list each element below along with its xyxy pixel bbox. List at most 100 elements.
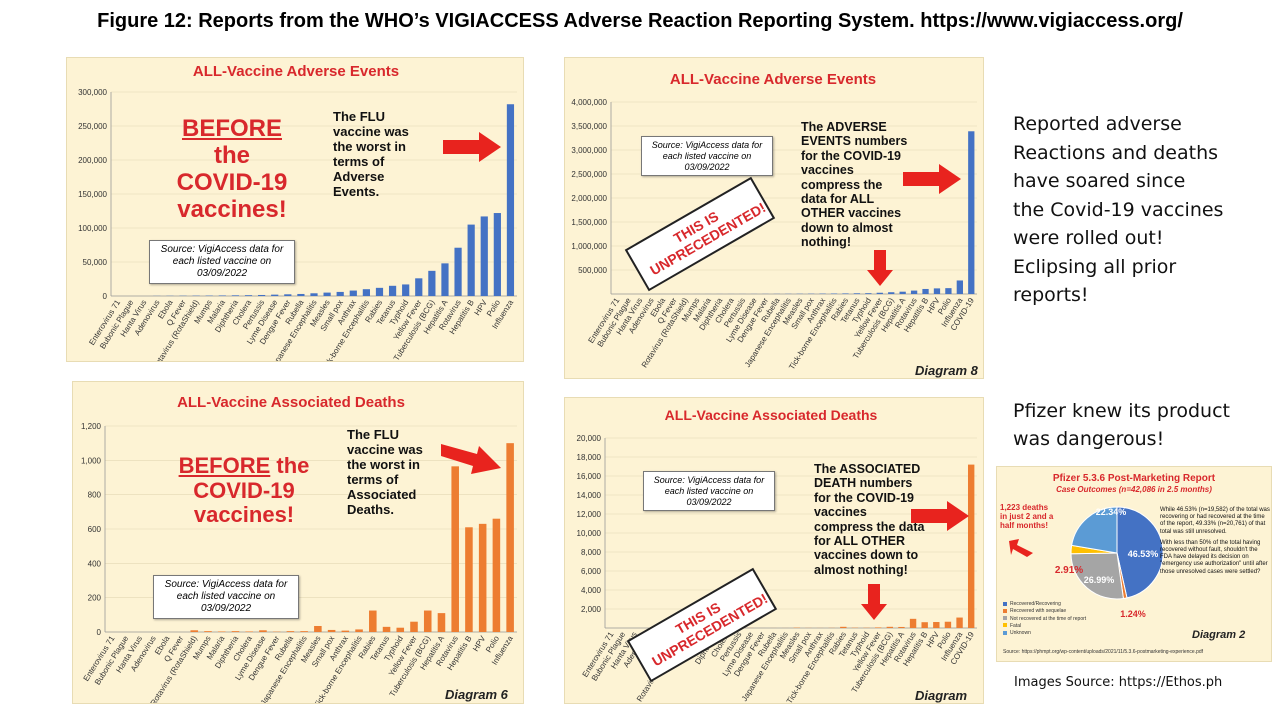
bar — [478, 523, 487, 632]
bar — [259, 630, 267, 632]
note-line: down to almost — [801, 220, 893, 235]
bar — [428, 270, 436, 296]
y-tick-label: 100,000 — [78, 224, 107, 233]
note-line: Adverse — [333, 168, 385, 184]
side-line: Pfizer knew its product — [1013, 400, 1230, 422]
bar — [909, 618, 917, 628]
y-tick-label: 500,000 — [578, 266, 607, 275]
source-line: each listed vaccine on — [172, 256, 272, 267]
bar — [886, 626, 894, 628]
bar — [441, 263, 449, 296]
chart-panel-adverse-covid: ALL-Vaccine Adverse Events 500,000 1,000,0… — [564, 57, 984, 379]
adverse-events-covid-chart: ALL-Vaccine Adverse Events 500,000 1,000,0… — [571, 71, 977, 371]
flu-note: The FLU vaccine was the worst in terms o… — [333, 109, 443, 200]
y-tick-label: 1,000,000 — [571, 242, 607, 251]
y-tick-label: 400 — [88, 559, 102, 568]
bar — [480, 216, 488, 296]
side-line: Reported adverse — [1013, 113, 1182, 135]
red-arrow-icon — [441, 444, 501, 474]
chart-title: ALL-Vaccine Associated Deaths — [665, 407, 878, 423]
pfizer-source-url: Source: https://phmpt.org/wp-content/upl… — [1003, 649, 1204, 655]
note-line: The ASSOCIATED — [814, 462, 921, 476]
legend-item: Recovered/Recovering — [1003, 601, 1086, 608]
covid-adverse-note: The ADVERSE EVENTS numbers for the COVID… — [801, 120, 923, 249]
bar — [451, 466, 459, 632]
bar — [899, 291, 906, 294]
side-line: was dangerous! — [1013, 427, 1165, 450]
pie-legend: Recovered/Recovering Recovered with sequ… — [1003, 601, 1086, 637]
bar — [245, 631, 253, 632]
note-line: Deaths. — [347, 501, 394, 517]
bar — [933, 622, 940, 628]
pfizer-title: Pfizer 5.3.6 Post-Marketing Report — [1052, 473, 1216, 484]
bar — [204, 631, 212, 632]
pfizer-commentary: Pfizer knew its product was dangerous! — [1013, 398, 1275, 453]
source-line: Source: VigiAccess data for — [651, 140, 763, 150]
before-word: BEFORE — [178, 453, 271, 478]
note-line: vaccines — [801, 163, 854, 178]
y-tick-label: 600 — [88, 525, 102, 534]
bar — [415, 278, 423, 296]
bar — [218, 295, 226, 296]
bar — [258, 294, 266, 296]
bar — [945, 288, 952, 294]
bar — [968, 131, 975, 294]
note-line: terms of — [347, 471, 399, 487]
note-line: nothing! — [801, 235, 851, 249]
note-line: the worst in — [333, 138, 406, 154]
bar — [910, 290, 918, 294]
y-tick-label: 2,500,000 — [571, 170, 607, 179]
legend-label: Not recovered at the time of report — [1010, 615, 1087, 622]
side-line: were rolled out! — [1013, 227, 1164, 249]
diagram-label: Diagram 10 — [915, 688, 968, 703]
adverse-events-chart: ALL-Vaccine Adverse Events 0 50,000 100,000… — [78, 63, 517, 361]
y-tick-label: 2,000,000 — [571, 194, 607, 203]
legend-swatch — [1003, 623, 1007, 628]
bar — [493, 213, 501, 296]
bar — [922, 288, 929, 294]
side-commentary: Reported adverse Reactions and deaths ha… — [1013, 110, 1275, 310]
bar — [437, 613, 446, 632]
side-line: reports! — [1013, 284, 1089, 306]
figure-title: Figure 12: Reports from the WHO’s VIGIAC… — [97, 10, 1183, 32]
bar — [396, 627, 405, 632]
bar — [454, 247, 462, 296]
bar — [492, 518, 501, 632]
bar — [840, 626, 847, 628]
note-line: for the COVID-19 — [801, 148, 902, 163]
pfizer-deaths-note: 1,223 deaths in just 2 and a half months… — [1000, 503, 1070, 531]
note-line: the worst in — [347, 456, 420, 472]
source-line: 03/09/2022 — [200, 603, 252, 614]
diagram-label: Diagram 8 — [915, 363, 978, 378]
y-tick-label: 10,000 — [577, 529, 602, 538]
pie-slice — [1071, 506, 1118, 554]
bar — [349, 290, 357, 296]
y-tick-label: 2,000 — [581, 605, 602, 614]
bar — [465, 527, 473, 632]
pie-value-label: 46.53% — [1128, 549, 1159, 559]
source-box: Source: VigiAccess data for each listed … — [149, 240, 295, 284]
before-line-2: the — [214, 141, 250, 169]
note-line: EVENTS numbers — [801, 134, 908, 149]
y-tick-label: 18,000 — [577, 453, 602, 462]
chart-panel-adverse-before: ALL-Vaccine Adverse Events 0 50,000 100,000… — [66, 57, 524, 362]
note-line: OTHER vaccines — [801, 206, 902, 221]
note-line: terms of — [333, 153, 385, 169]
y-tick-label: 4,000,000 — [571, 98, 607, 107]
bar — [362, 289, 370, 296]
red-arrow-icon — [443, 132, 501, 162]
bar — [842, 293, 849, 294]
associated-deaths-chart: ALL-Vaccine Associated Deaths 0 200 400 600 8… — [81, 394, 517, 703]
source-line: 03/09/2022 — [684, 161, 730, 172]
bar — [874, 627, 882, 628]
legend-label: Unknown — [1010, 630, 1031, 636]
pfizer-text-2: With less than 50% of the total having r… — [1160, 539, 1268, 575]
y-tick-label: 6,000 — [581, 567, 602, 576]
bar — [388, 285, 397, 296]
legend-item: Unknown — [1003, 630, 1086, 637]
pie-value-label: 1.24% — [1120, 609, 1146, 619]
pie-slice — [1070, 552, 1125, 600]
side-line: Reactions and deaths — [1013, 141, 1219, 164]
bar — [190, 630, 199, 632]
bar — [284, 294, 292, 296]
